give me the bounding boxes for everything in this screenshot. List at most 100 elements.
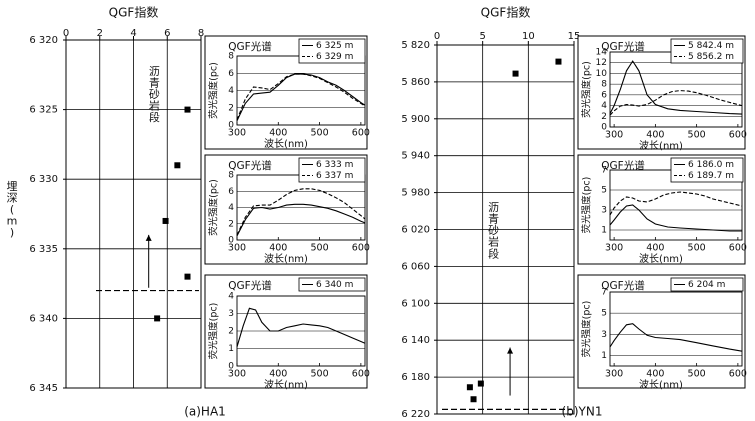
spectrum-x-tick-label: 500: [311, 243, 329, 254]
spectrum-x-tick-label: 300: [605, 369, 623, 380]
main-data-point: [555, 58, 562, 65]
spectrum-legend-box: [298, 38, 366, 64]
spectrum-box: [204, 274, 368, 389]
spectrum-chart: QGF光谱 1 3 5 7 300 400 500 600 波长(nm) 荧光强度(pc) 6 186…: [577, 154, 747, 265]
main-y-tick-label: 6 180: [401, 372, 430, 383]
spectrum-legend-entry: 5 842.4 m: [688, 41, 734, 51]
main-x-tick-label: 0: [63, 28, 69, 39]
main-data-point: [466, 384, 473, 391]
spectrum-y-tick-label: 0: [228, 121, 234, 131]
main-chart-title: QGF指数: [481, 5, 531, 20]
spectrum-y-tick-label: 4: [228, 86, 234, 96]
spectrum-legend-entry: 6 189.7 m: [688, 171, 734, 181]
spectrum-title: QGF光谱: [601, 159, 645, 172]
main-data-point: [184, 106, 191, 113]
spectrum-box: [577, 274, 746, 389]
spectrum-y-tick-label: 2: [228, 219, 234, 229]
spectrum-legend-entry: 6 340 m: [316, 280, 353, 290]
spectrum-y-tick-label: 7: [601, 288, 607, 298]
spectrum-y-tick-label: 5: [601, 186, 607, 196]
spectrum-series-line: [609, 191, 743, 216]
main-y-tick-label: 6 060: [401, 261, 430, 272]
spectrum-y-tick-label: 5: [601, 309, 607, 319]
spectrum-x-axis-label: 波长(nm): [639, 139, 683, 152]
main-y-tick-label: 5 940: [401, 151, 430, 162]
spectrum-y-tick-label: 12: [596, 58, 607, 68]
spectrum-title: QGF光谱: [228, 159, 272, 172]
spectrum-chart: QGF光谱 1 3 5 7 300 400 500 600 波长(nm) 荧光强度(pc) 6 204…: [577, 274, 747, 391]
spectrum-x-tick-label: 400: [269, 243, 287, 254]
main-y-tick-label: 6 340: [29, 313, 58, 324]
main-y-tick-label: 6 020: [401, 225, 430, 236]
spectrum-y-axis-label: 荧光强度(pc): [208, 303, 220, 360]
main-x-tick-label: 4: [130, 28, 136, 39]
main-chart-title: QGF指数: [109, 5, 159, 20]
main-arrow-head: [145, 234, 152, 241]
spectrum-series-line: [609, 323, 743, 352]
spectrum-x-axis-label: 波长(nm): [264, 378, 308, 391]
spectrum-title: QGF光谱: [228, 279, 272, 292]
spectrum-series-line: [609, 204, 742, 232]
main-y-tick-label: 6 220: [401, 409, 430, 420]
spectrum-x-tick-label: 300: [605, 130, 623, 141]
main-y-tick-label: 6 100: [401, 298, 430, 309]
spectrum-x-tick-label: 400: [646, 369, 664, 380]
spectrum-y-tick-label: 1: [601, 226, 607, 236]
spectrum-x-axis-label: 波长(nm): [264, 137, 308, 150]
spectrum-legend-box: [670, 38, 744, 64]
spectrum-y-tick-label: 14: [596, 48, 608, 58]
spectrum-y-tick-label: 10: [596, 69, 608, 79]
spectrum-x-tick-label: 500: [688, 130, 706, 141]
spectrum-y-tick-label: 8: [228, 171, 234, 181]
spectrum-legend-box: [298, 157, 366, 183]
spectrum-y-axis-label: 荧光强度(pc): [208, 179, 220, 236]
spectrum-legend-box: [670, 157, 744, 183]
main-x-tick-label: 2: [97, 28, 103, 39]
spectrum-series-line: [609, 60, 743, 115]
main-data-point: [512, 70, 519, 77]
spectrum-y-tick-label: 4: [601, 101, 607, 111]
spectrum-legend-entry: 6 204 m: [688, 280, 725, 290]
spectrum-y-tick-label: 6: [228, 187, 234, 197]
spectrum-legend-entry: 6 329 m: [316, 52, 353, 62]
main-x-tick-label: 15: [568, 31, 581, 42]
main-data-point: [184, 273, 191, 280]
spectrum-legend-entry: 5 856.2 m: [688, 52, 734, 62]
spectrum-series-line: [236, 203, 366, 237]
main-x-tick-label: 8: [198, 28, 204, 39]
annotation-label-asphalt-sandstone-char: 段: [488, 246, 499, 260]
spectrum-y-tick-label: 0: [228, 362, 234, 372]
main-y-axis-label-char: 深: [7, 192, 18, 205]
main-x-tick-label: 6: [164, 28, 170, 39]
spectrum-y-axis-label: 荧光强度(pc): [581, 177, 593, 234]
spectrum-x-tick-label: 300: [228, 243, 246, 254]
spectrum-title: QGF光谱: [601, 279, 645, 292]
spectrum-y-tick-label: 1: [601, 351, 607, 361]
spectrum-y-tick-label: 4: [228, 203, 234, 213]
main-y-tick-label: 5 980: [401, 188, 430, 199]
panel-caption: (b)YN1: [562, 405, 603, 419]
spectrum-x-tick-label: 300: [605, 243, 623, 254]
spectrum-x-tick-label: 600: [352, 243, 370, 254]
spectrum-x-axis-label: 波长(nm): [639, 252, 683, 265]
main-y-axis-label-char: (: [10, 203, 14, 216]
main-data-point: [174, 162, 181, 169]
spectrum-y-tick-label: 3: [601, 206, 607, 216]
spectrum-y-tick-label: 8: [601, 80, 607, 90]
spectrum-series-line: [236, 188, 366, 236]
main-y-axis-label-char: 埋: [7, 180, 18, 193]
spectrum-y-tick-label: 2: [228, 103, 234, 113]
spectrum-x-axis-label: 波长(nm): [264, 252, 308, 265]
spectrum-x-tick-label: 500: [688, 369, 706, 380]
spectrum-y-tick-label: 2: [601, 112, 607, 122]
spectrum-x-tick-label: 400: [269, 128, 287, 139]
main-y-axis-label-char: m: [7, 215, 18, 228]
spectrum-legend-box: [298, 277, 366, 292]
spectrum-y-tick-label: 0: [228, 236, 234, 246]
spectrum-series-line: [609, 90, 743, 116]
spectrum-y-tick-label: 6: [228, 69, 234, 79]
spectrum-x-tick-label: 600: [352, 369, 370, 380]
spectrum-series-line: [236, 73, 366, 121]
annotation-label-asphalt-sandstone-char: 沥: [488, 201, 499, 214]
